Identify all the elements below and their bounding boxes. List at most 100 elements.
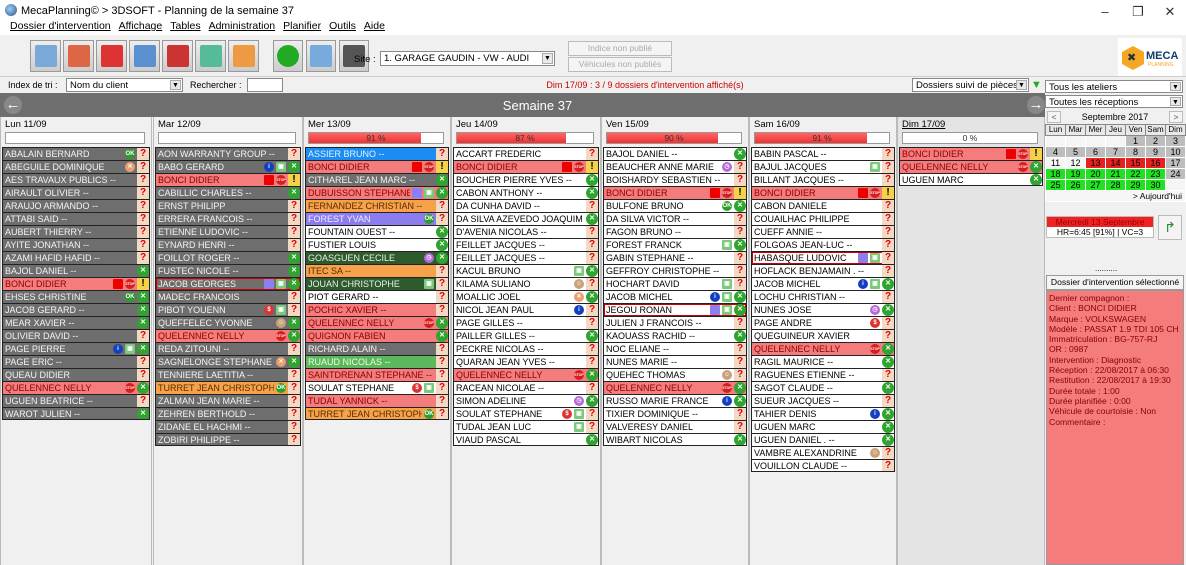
intervention-row[interactable]: ASSIER BRUNO --? [305,147,449,160]
intervention-row[interactable]: FOREST YVAN OK? [305,212,449,225]
intervention-row[interactable]: QUEAU DIDIER? [2,368,150,381]
menu-outils[interactable]: Outils [329,20,356,32]
receptions-select[interactable]: Toutes les réceptions ▼ [1045,95,1183,108]
calendar-day[interactable]: 1 [1125,135,1146,147]
intervention-row[interactable]: PAGE ERIC --? [2,355,150,368]
intervention-row[interactable]: SUEUR JACQUES --? [751,394,895,407]
maximize-button[interactable]: ❐ [1132,4,1144,19]
intervention-row[interactable]: DA CUNHA DAVID --? [453,199,599,212]
goto-arrow-icon[interactable]: ↱ [1158,215,1182,240]
calendar-day[interactable]: 16 [1145,157,1166,169]
refresh-button[interactable] [273,40,303,72]
intervention-row[interactable]: RACEAN NICOLAE --? [453,381,599,394]
intervention-row[interactable]: AES TRAVAUX PUBLICS --? [2,173,150,186]
intervention-row[interactable]: NUNES JOSE ◷ ✕ [751,303,895,316]
intervention-row[interactable]: JOUAN CHRISTOPHE ▣? [305,277,449,290]
intervention-row[interactable]: PIOT GERARD --? [305,290,449,303]
intervention-row[interactable]: ABALAIN BERNARD OK? [2,147,150,160]
day-header[interactable]: Mar 12/09 [158,119,201,130]
intervention-row[interactable]: BONCI DIDIER STOP! [899,147,1043,160]
calendar-day[interactable]: 10 [1165,146,1186,158]
calendar-day[interactable]: 15 [1125,157,1146,169]
menu-aide[interactable]: Aide [363,20,385,32]
menu-planifier[interactable]: Planifier [283,20,322,32]
intervention-row[interactable]: DUBUISSON STEPHANE ▣ ✕ [305,186,449,199]
intervention-row[interactable]: HABASQUE LUDOVIC ▣? [751,251,895,264]
alarm-calendar-button[interactable] [30,40,61,72]
intervention-row[interactable]: HOCHART DAVID ▣? [603,277,747,290]
calendar-day[interactable]: 11 [1045,157,1066,169]
intervention-row[interactable]: ERNST PHILIPP? [155,199,301,212]
calendar-day[interactable]: 28 [1105,179,1126,191]
intervention-row[interactable]: EHSES CHRISTINE OK ✕ [2,290,150,303]
intervention-row[interactable]: TUDAL JEAN LUC ▣? [453,420,599,433]
intervention-row[interactable]: AUBERT THIERRY --? [2,225,150,238]
intervention-row[interactable]: PAGE PIERRE i ▣ ✕ [2,342,150,355]
intervention-row[interactable]: CABON DANIELE? [751,199,895,212]
intervention-row[interactable]: ETIENNE LUDOVIC --? [155,225,301,238]
chevron-down-icon[interactable]: ▼ [170,80,181,90]
intervention-row[interactable]: MOALLIC JOEL ✕ ✕ [453,290,599,303]
calendar-day[interactable]: 25 [1045,179,1066,191]
search-input[interactable] [247,78,283,92]
intervention-row[interactable]: CITHAREL JEAN MARC -- ✕ [305,173,449,186]
intervention-row[interactable]: JACOB GERARD -- ✕ [2,303,150,316]
intervention-row[interactable]: ACCART FREDERIC? [453,147,599,160]
intervention-row[interactable]: JACOB GEORGES ▣ ✕ [155,277,301,290]
day-header[interactable]: Jeu 14/09 [456,119,498,130]
intervention-row[interactable]: FOREST FRANCK ▣ ✕ [603,238,747,251]
intervention-row[interactable]: BABO GERARD i ▣ ✕ [155,160,301,173]
intervention-row[interactable]: WIBART NICOLAS ✕ [603,433,747,446]
intervention-row[interactable]: BEAUCHER ANNE MARIE ◷? [603,160,747,173]
intervention-row[interactable]: KAOUASS RACHID -- ✕ [603,329,747,342]
intervention-row[interactable]: REDA ZITOUNI --? [155,342,301,355]
intervention-row[interactable]: QUEGUINEUR XAVIER? [751,329,895,342]
intervention-row[interactable]: QUELENNEC NELLY STOP ✕ [305,316,449,329]
intervention-row[interactable]: FEILLET JACQUES --? [453,238,599,251]
intervention-row[interactable]: PECKRE NICOLAS --? [453,342,599,355]
intervention-row[interactable]: BAJUL JACQUES ▣? [751,160,895,173]
intervention-row[interactable]: NUNES MARIE --? [603,355,747,368]
intervention-row[interactable]: BONCI DIDIER STOP! [603,186,747,199]
intervention-row[interactable]: QUELENNEC NELLY STOP ✕ [603,381,747,394]
intervention-row[interactable]: HOFLACK BENJAMAIN . --? [751,264,895,277]
intervention-row[interactable]: ITEC SA --? [305,264,449,277]
intervention-row[interactable]: SIMON ADELINE ◷ ✕ [453,394,599,407]
day-header[interactable]: Ven 15/09 [606,119,649,130]
intervention-row[interactable]: ATTABI SAID --? [2,212,150,225]
mechanic-warning-button[interactable] [228,40,259,72]
intervention-row[interactable]: RICHARD ALAIN --? [305,342,449,355]
intervention-row[interactable]: POCHIC XAVIER --? [305,303,449,316]
intervention-row[interactable]: JEGOU RONAN ▣ ✕ [603,303,747,316]
chevron-down-icon[interactable]: ▼ [1170,97,1181,106]
intervention-row[interactable]: CUEFF ANNIE --? [751,225,895,238]
intervention-row[interactable]: QUEHEC THOMAS ☺? [603,368,747,381]
intervention-row[interactable]: ZOBIRI PHILIPPE --? [155,433,301,446]
calendar-day[interactable]: 13 [1085,157,1106,169]
intervention-row[interactable]: BAJOL DANIEL -- ✕ [603,147,747,160]
day-header[interactable]: Mer 13/09 [308,119,351,130]
week-calendar-button[interactable] [129,40,160,72]
intervention-row[interactable]: UGUEN MARC ✕ [899,173,1043,186]
mechanic-calendar-button[interactable] [96,40,127,72]
intervention-row[interactable]: TAHIER DENIS i ✕ [751,407,895,420]
intervention-row[interactable]: BAJOL DANIEL -- ✕ [2,264,150,277]
calendar-day[interactable]: 20 [1085,168,1106,180]
phone-button[interactable] [306,40,336,72]
intervention-row[interactable]: BONCI DIDIER STOP! [155,173,301,186]
intervention-row[interactable]: EYNARD HENRI --? [155,238,301,251]
intervention-row[interactable]: FOUNTAIN OUEST -- ✕ [305,225,449,238]
prev-month-button[interactable]: < [1047,111,1061,123]
menu-dossier[interactable]: Dossier d'intervention [10,20,111,32]
intervention-row[interactable]: TURRET JEAN CHRISTOPHE OK? [305,407,449,420]
intervention-row[interactable]: PAGE ANDRE $? [751,316,895,329]
intervention-row[interactable]: BONCI DIDIER STOP! [751,186,895,199]
intervention-row[interactable]: D'AVENIA NICOLAS --? [453,225,599,238]
intervention-row[interactable]: ZALMAN JEAN MARIE --? [155,394,301,407]
intervention-row[interactable]: CABON ANTHONY -- ✕ [453,186,599,199]
intervention-row[interactable]: FUSTEC NICOLE -- ✕ [155,264,301,277]
intervention-row[interactable]: AZAMI HAFID HAFID --? [2,251,150,264]
intervention-row[interactable]: KILAMA SULIANO ☺? [453,277,599,290]
menu-tables[interactable]: Tables [170,20,201,32]
intervention-row[interactable]: RUAUD NICOLAS --? [305,355,449,368]
